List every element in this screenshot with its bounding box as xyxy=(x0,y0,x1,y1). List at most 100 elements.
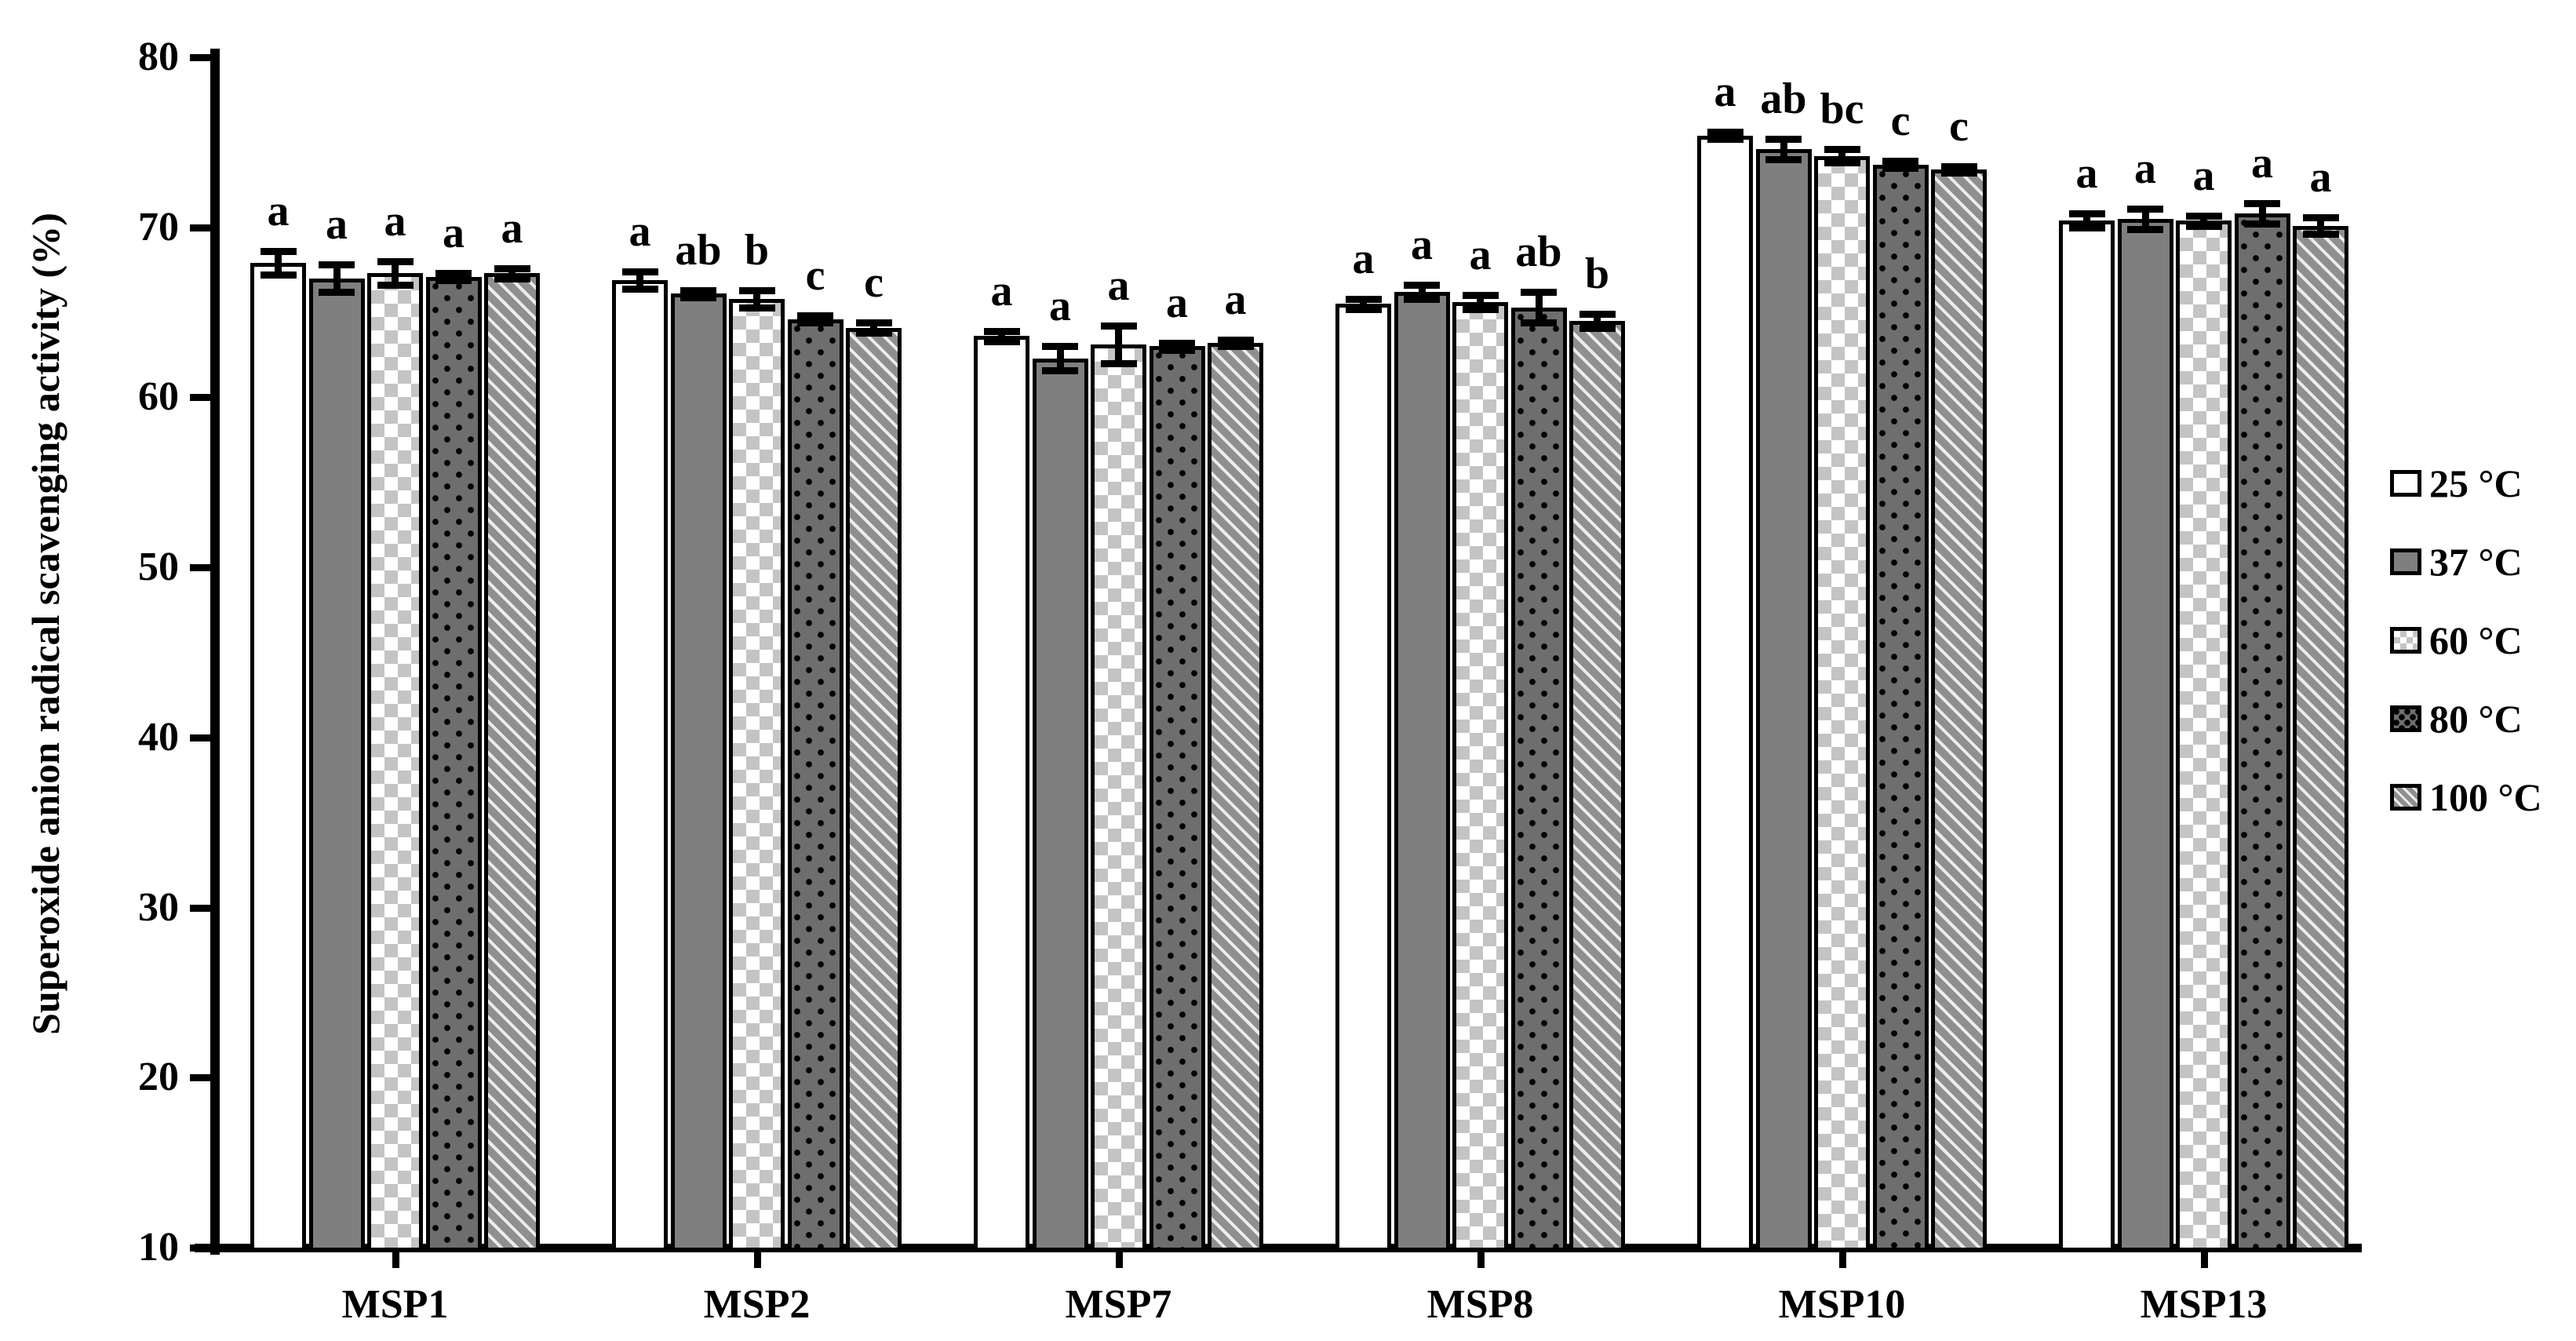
x-tick-label: MSP13 xyxy=(2140,1282,2268,1327)
sig-letter: bc xyxy=(1820,85,1864,134)
y-tick-label: 60 xyxy=(138,374,179,420)
bar xyxy=(1931,169,1987,1252)
sig-letter: b xyxy=(1584,250,1610,299)
error-bar-cap xyxy=(1345,305,1382,313)
sig-letter: c xyxy=(1949,101,1969,151)
bar xyxy=(308,278,365,1252)
legend-label: 25 °C xyxy=(2429,461,2523,505)
x-tick xyxy=(1477,1252,1485,1268)
bar xyxy=(425,276,482,1252)
error-bar-line xyxy=(1418,285,1426,299)
error-bar-line xyxy=(1838,149,1845,163)
x-tick xyxy=(2200,1252,2208,1268)
sig-letter: b xyxy=(744,225,770,275)
x-tick-label: MSP2 xyxy=(703,1282,811,1327)
bar xyxy=(787,319,843,1252)
error-bar-cap xyxy=(1824,159,1860,167)
error-bar-cap xyxy=(435,270,472,278)
y-tick xyxy=(190,734,210,742)
error-bar-cap xyxy=(621,285,658,293)
error-bar-cap xyxy=(855,330,892,337)
bar xyxy=(1569,320,1625,1252)
sig-letter: a xyxy=(1714,67,1736,117)
bar xyxy=(1335,304,1391,1252)
error-bar-cap xyxy=(2244,200,2280,208)
error-bar-line xyxy=(636,271,643,289)
y-tick xyxy=(190,904,210,912)
legend-label: 80 °C xyxy=(2429,697,2523,741)
error-bar-cap xyxy=(260,271,297,279)
error-bar-line xyxy=(998,330,1005,341)
error-bar-cap xyxy=(2185,212,2222,220)
sig-letter: ab xyxy=(1760,75,1807,124)
bar xyxy=(1697,135,1753,1252)
error-bar-line xyxy=(870,322,877,333)
bar xyxy=(484,273,540,1252)
error-bar-cap xyxy=(983,327,1020,335)
error-bar-cap xyxy=(2127,225,2163,233)
error-bar-cap xyxy=(1521,319,1557,327)
sig-letter: a xyxy=(1352,234,1375,283)
sig-letter: a xyxy=(2075,149,2098,199)
sig-letter: a xyxy=(1469,231,1492,280)
error-bar-line xyxy=(275,251,282,275)
sig-letter: c xyxy=(864,258,884,308)
bar xyxy=(612,279,668,1252)
error-bar-cap xyxy=(1882,164,1918,172)
legend-item: 80 °C xyxy=(2390,695,2542,742)
error-bar-cap xyxy=(1824,146,1860,154)
sig-letter: a xyxy=(990,266,1013,315)
error-bar-cap xyxy=(855,319,892,327)
sig-letter: a xyxy=(267,187,290,236)
y-tick-label: 70 xyxy=(138,204,179,250)
error-bar-cap xyxy=(1100,360,1137,368)
error-bar-cap xyxy=(494,264,530,272)
y-tick xyxy=(190,1244,210,1252)
error-bar-cap xyxy=(797,312,833,320)
error-bar-line xyxy=(1780,139,1787,160)
error-bar-line xyxy=(2083,213,2090,228)
sig-letter: ab xyxy=(1515,228,1562,277)
y-tick-label: 50 xyxy=(138,545,179,590)
error-bar-cap xyxy=(2185,222,2222,230)
y-tick xyxy=(190,1074,210,1082)
error-bar-cap xyxy=(1100,322,1137,330)
bar xyxy=(250,263,306,1252)
error-bar-cap xyxy=(1042,343,1078,351)
error-bar-line xyxy=(1115,326,1122,364)
sig-letter: a xyxy=(629,207,651,257)
legend-swatch xyxy=(2390,470,2421,497)
sig-letter: a xyxy=(2192,151,2215,200)
error-bar-line xyxy=(392,261,399,286)
error-bar-line xyxy=(1594,314,1601,328)
error-bar-cap xyxy=(680,286,716,294)
sig-letter: a xyxy=(384,197,406,246)
bar xyxy=(1091,344,1146,1252)
error-bar-line xyxy=(1360,298,1367,309)
x-tick-label: MSP7 xyxy=(1065,1282,1172,1327)
error-bar-cap xyxy=(319,289,355,297)
sig-letter: c xyxy=(1890,97,1911,146)
legend-item: 60 °C xyxy=(2390,617,2542,664)
x-axis-line xyxy=(195,1244,2362,1252)
error-bar-cap xyxy=(2068,210,2105,218)
error-bar-cap xyxy=(2244,220,2280,228)
error-bar-cap xyxy=(1579,311,1616,319)
error-bar-line xyxy=(753,290,760,308)
bar xyxy=(974,336,1029,1252)
error-bar-cap xyxy=(1042,366,1078,374)
legend-label: 37 °C xyxy=(2429,540,2523,584)
error-bar-cap xyxy=(738,304,775,312)
sig-letter: a xyxy=(1224,275,1247,324)
y-tick-label: 40 xyxy=(138,714,179,760)
bar xyxy=(367,273,423,1252)
error-bar-cap xyxy=(1345,295,1382,303)
bar xyxy=(2059,220,2115,1252)
error-bar-cap xyxy=(1707,129,1743,137)
x-tick-label: MSP1 xyxy=(341,1282,449,1327)
sig-letter: a xyxy=(2134,144,2156,193)
legend-swatch xyxy=(2390,627,2421,654)
error-bar-line xyxy=(333,264,341,293)
error-bar-cap xyxy=(738,286,775,294)
